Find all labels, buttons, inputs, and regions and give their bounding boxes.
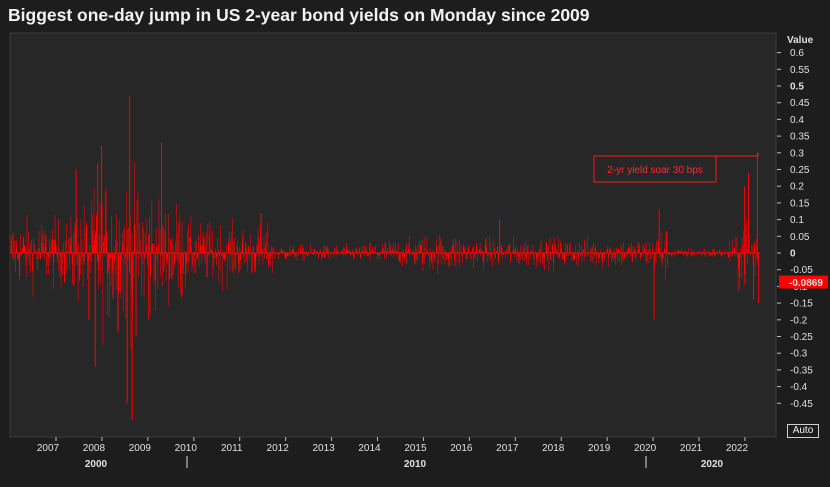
y-tick-label: -0.15 <box>790 299 813 310</box>
auto-scale-button[interactable]: Auto <box>787 424 819 438</box>
y-tick-label: 0.35 <box>790 132 810 143</box>
y-tick-label: 0.1 <box>790 215 804 226</box>
plot-area <box>9 32 777 438</box>
x-major-label: 2010 <box>404 459 427 470</box>
x-tick-label: 2020 <box>634 443 657 454</box>
x-major-label: 2000 <box>85 459 108 470</box>
x-axis: 2007 2008 2009 2010 2011 2012 2013 2014 2015 2016… <box>37 437 749 470</box>
x-tick-label: 2019 <box>588 443 611 454</box>
y-tick-label: 0.45 <box>790 98 810 109</box>
x-tick-label: 2021 <box>680 443 703 454</box>
y-tick-label: -0.35 <box>790 365 813 376</box>
annotation: 2-yr yield soar 30 bps <box>593 152 759 183</box>
y-tick-label: 0.5 <box>790 82 804 93</box>
annotation-leader <box>716 152 759 157</box>
annotation-text: 2-yr yield soar 30 bps <box>607 165 703 176</box>
x-tick-label: 2017 <box>496 443 519 454</box>
y-tick-label: 0.55 <box>790 65 810 76</box>
y-tick-label: -0.3 <box>790 349 808 360</box>
x-tick-label: 2008 <box>83 443 106 454</box>
y-tick-label: -0.45 <box>790 399 813 410</box>
x-tick-label: 2007 <box>37 443 60 454</box>
y-tick-label: -0.05 <box>790 265 813 276</box>
y-tick-label: 0.3 <box>790 148 804 159</box>
x-tick-label: 2014 <box>358 443 381 454</box>
x-tick-label: 2015 <box>404 443 427 454</box>
last-value-badge <box>779 275 828 289</box>
y-tick-label: -0.4 <box>790 382 808 393</box>
y-tick-label: 0.4 <box>790 115 804 126</box>
chart-title: Biggest one-day jump in US 2-year bond y… <box>8 5 590 25</box>
x-tick-label: 2013 <box>312 443 335 454</box>
y-tick-label: -0.2 <box>790 315 808 326</box>
y-tick-label: 0.25 <box>790 165 810 176</box>
annotation-box <box>593 155 717 183</box>
x-tick-label: 2012 <box>267 443 290 454</box>
y-tick-label: 0.05 <box>790 232 810 243</box>
y-axis: 0.6 0.55 0.5 0.45 0.4 0.35 0.3 0.25 0.2 0.15 0.1 0.… <box>10 48 828 410</box>
x-tick-label: 2009 <box>129 443 152 454</box>
bar-series <box>10 96 760 420</box>
x-tick-label: 2011 <box>221 443 243 454</box>
x-tick-label: 2018 <box>542 443 565 454</box>
y-tick-label: 0.2 <box>790 182 804 193</box>
last-value-label: -0.0869 <box>789 278 823 289</box>
x-tick-label: 2022 <box>726 443 749 454</box>
x-tick-label: 2016 <box>450 443 473 454</box>
y-axis-title: Value <box>787 35 814 46</box>
x-tick-label: 2010 <box>175 443 198 454</box>
y-tick-label: -0.25 <box>790 332 813 343</box>
y-tick-label: 0 <box>790 249 796 260</box>
y-tick-label: 0.6 <box>790 48 804 59</box>
x-major-label: 2020 <box>701 459 724 470</box>
y-tick-label: 0.15 <box>790 198 810 209</box>
